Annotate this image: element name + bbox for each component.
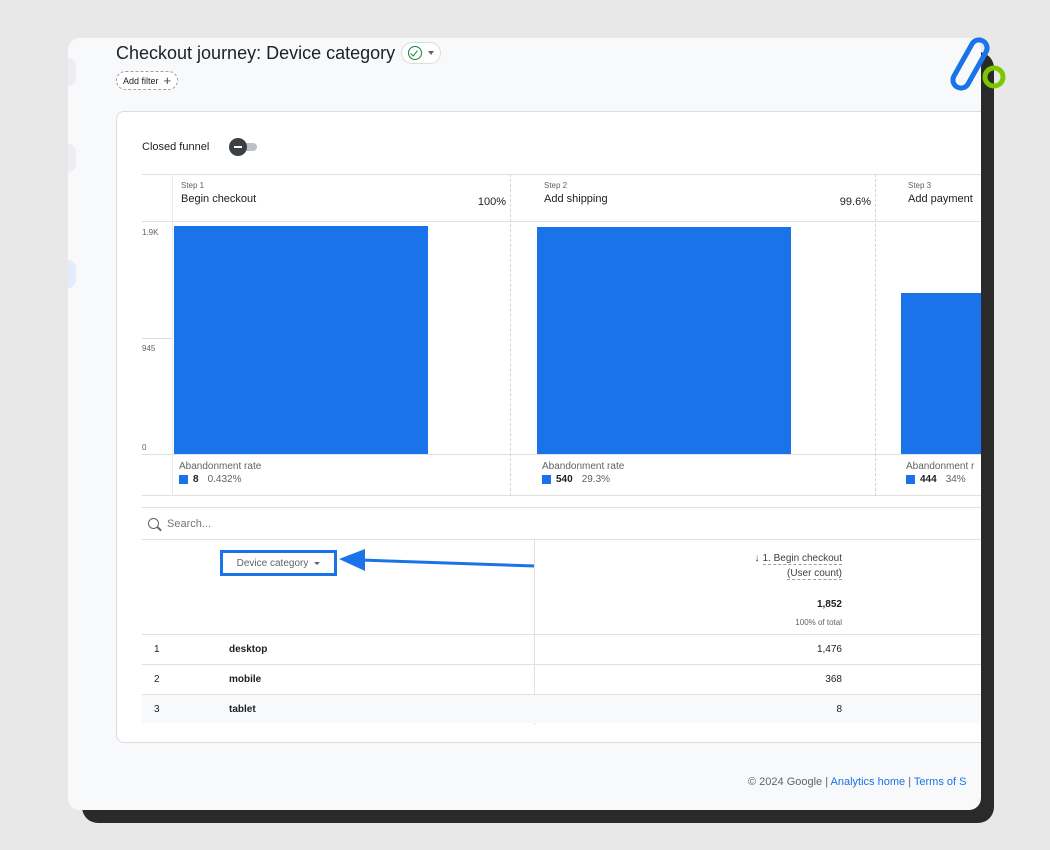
funnel-bar-step-1[interactable]: [174, 226, 428, 454]
step-divider: [875, 174, 876, 496]
add-filter-label: Add filter: [123, 75, 159, 86]
chevron-down-icon: [314, 561, 321, 565]
row-metric-value: 8: [836, 704, 842, 715]
page-footer: © 2024 Google | Analytics home | Terms o…: [748, 776, 966, 788]
analytics-home-link[interactable]: Analytics home: [830, 776, 906, 788]
step-1-header[interactable]: Step 1 Begin checkout: [181, 181, 256, 205]
funnel-bar-step-2[interactable]: [537, 227, 791, 454]
check-circle-icon: [408, 46, 423, 60]
step-number: Step 1: [181, 181, 205, 190]
footer-separator: |: [908, 776, 912, 788]
abandonment-count: 540: [556, 474, 573, 485]
step-number: Step 3: [908, 181, 932, 190]
abandonment-label: Abandonment r: [906, 461, 975, 472]
y-tick-label: 945: [142, 344, 156, 353]
table-row[interactable]: 1 desktop 1,476: [142, 635, 981, 665]
dimension-label: Device category: [236, 557, 309, 569]
step-2-header[interactable]: Step 2 Add shipping: [544, 181, 608, 205]
row-metric-value: 1,476: [816, 644, 842, 655]
abandonment-rate: 34%: [945, 474, 966, 485]
metric-subtitle: (User count): [786, 568, 842, 580]
nav-rail-item: [68, 58, 76, 86]
table-search: [142, 507, 981, 540]
abandonment-label: Abandonment rate: [179, 461, 262, 472]
metric-total: 1,852: [816, 599, 842, 610]
report-status-chip[interactable]: [401, 42, 442, 64]
terms-link[interactable]: Terms of S: [913, 776, 967, 788]
funnel-chart: 1.9K 945 0 Step 1 Begin checkout 100% St…: [142, 174, 981, 496]
row-index: 3: [154, 704, 160, 715]
copyright-text: © 2024 Google |: [748, 776, 829, 788]
row-index: 2: [154, 674, 160, 685]
nav-rail-item-active: [68, 260, 76, 288]
plus-icon: +: [163, 73, 172, 88]
closed-funnel-toggle[interactable]: [229, 138, 258, 156]
step-divider: [510, 174, 511, 496]
table-row[interactable]: 3 tablet 8: [142, 695, 981, 723]
y-axis: [172, 174, 173, 496]
step-1-abandonment: Abandonment rate 8 0.432%: [179, 461, 261, 485]
chart-bottom-border: [142, 495, 981, 496]
report-header: Checkout journey: Device category: [116, 42, 442, 64]
column-divider: [534, 540, 535, 725]
brand-logo: [950, 37, 1006, 91]
row-metric-value: 368: [825, 674, 842, 685]
page-title: Checkout journey: Device category: [116, 42, 396, 63]
closed-funnel-label: Closed funnel: [142, 141, 210, 153]
breakdown-table: Device category ↓ 1. Begin checkout (User…: [142, 540, 981, 725]
bar-baseline: [142, 454, 981, 455]
search-icon: [148, 518, 159, 529]
step-3-abandonment: Abandonment r 444 34%: [906, 461, 974, 485]
step-name: Add payment: [908, 193, 973, 205]
annotation-arrow: [339, 549, 536, 571]
toggle-knob: [229, 138, 248, 156]
step-name: Add shipping: [544, 193, 608, 205]
funnel-card: Closed funnel 1.9K 945 0 Step 1 Begin ch…: [116, 111, 981, 743]
sort-down-icon: ↓: [754, 553, 760, 564]
table-row[interactable]: 2 mobile 368: [142, 665, 981, 695]
legend-square: [906, 475, 915, 484]
nav-rail-item: [68, 144, 76, 172]
legend-square: [542, 475, 551, 484]
table-header: Device category ↓ 1. Begin checkout (User…: [142, 540, 981, 635]
y-tick-label: 0: [142, 443, 147, 452]
row-index: 1: [154, 644, 160, 655]
row-dimension-value: desktop: [229, 644, 268, 655]
metric-total-percent: 100% of total: [795, 618, 842, 627]
step-number: Step 2: [544, 181, 568, 190]
analytics-window: Checkout journey: Device category Add fi…: [68, 38, 981, 810]
metric-title: 1. Begin checkout: [762, 553, 842, 565]
chart-top-border: [142, 174, 981, 175]
step-header-border: [142, 221, 981, 222]
abandonment-label: Abandonment rate: [542, 461, 625, 472]
add-filter-button[interactable]: Add filter +: [116, 71, 179, 90]
step-3-header[interactable]: Step 3 Add payment: [908, 181, 973, 205]
step-2-abandonment: Abandonment rate 540 29.3%: [542, 461, 624, 485]
row-dimension-value: mobile: [229, 674, 262, 685]
abandonment-rate: 0.432%: [207, 474, 242, 485]
dimension-selector[interactable]: Device category: [220, 550, 337, 576]
closed-funnel-control: Closed funnel: [142, 138, 258, 156]
row-dimension-value: tablet: [229, 704, 256, 715]
toggle-track: [237, 143, 258, 151]
chevron-down-icon: [428, 51, 435, 55]
step-1-percent: 100%: [477, 196, 506, 208]
abandonment-count: 8: [193, 474, 199, 485]
y-tick-label: 1.9K: [142, 228, 159, 237]
funnel-bar-step-3[interactable]: [901, 293, 981, 454]
abandonment-rate: 29.3%: [581, 474, 611, 485]
y-gridline: [142, 338, 172, 339]
step-name: Begin checkout: [181, 193, 257, 205]
step-2-percent: 99.6%: [839, 196, 871, 208]
abandonment-count: 444: [920, 474, 937, 485]
search-input[interactable]: [167, 517, 467, 530]
legend-square: [179, 475, 188, 484]
metric-column-header[interactable]: ↓ 1. Begin checkout (User count): [754, 551, 842, 581]
